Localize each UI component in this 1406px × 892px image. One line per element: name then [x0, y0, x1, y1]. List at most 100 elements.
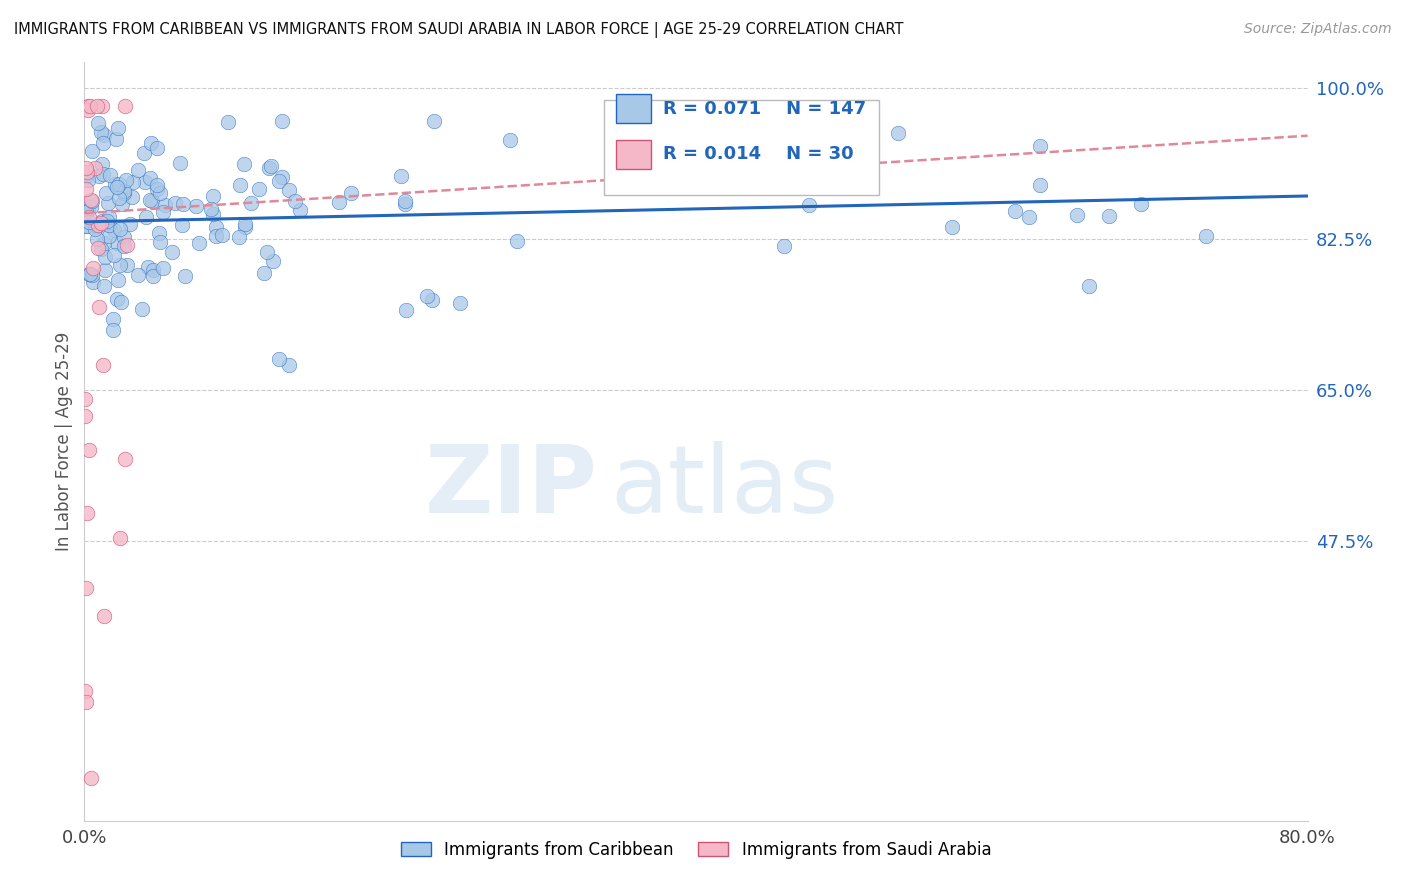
Point [394, 197, 416, 211]
Point [80, 268, 103, 282]
Point [328, 194, 350, 209]
Point [75, 161, 97, 176]
Point [107, 273, 129, 287]
Point [449, 296, 471, 310]
Point [77, 267, 100, 281]
Point [121, 190, 143, 204]
Point [665, 124, 688, 138]
Point [108, 190, 131, 204]
Point [127, 268, 149, 282]
Point [79, 267, 101, 281]
Point [101, 311, 124, 326]
Point [1129, 197, 1152, 211]
Point [115, 258, 138, 272]
Point [107, 177, 129, 191]
Text: IMMIGRANTS FROM CARIBBEAN VS IMMIGRANTS FROM SAUDI ARABIA IN LABOR FORCE | AGE 2: IMMIGRANTS FROM CARIBBEAN VS IMMIGRANTS … [14, 22, 904, 38]
Point [278, 183, 301, 197]
Point [96, 186, 118, 201]
Point [228, 229, 250, 244]
Point [90, 213, 112, 227]
Point [146, 182, 169, 196]
Point [105, 180, 128, 194]
Point [98, 168, 121, 182]
Point [97, 196, 120, 211]
Point [127, 162, 149, 177]
Point [131, 302, 153, 317]
Point [211, 228, 233, 243]
Point [239, 195, 262, 210]
Point [415, 289, 437, 303]
Point [75, 409, 97, 423]
Point [76, 165, 98, 179]
Point [205, 220, 228, 235]
Point [142, 263, 165, 277]
Point [114, 451, 136, 466]
Point [110, 295, 132, 310]
Point [201, 207, 224, 221]
Point [75, 581, 97, 595]
Point [107, 121, 129, 136]
Point [90, 125, 112, 139]
Point [80, 193, 103, 207]
Point [75, 204, 97, 219]
Point [86, 219, 108, 233]
Point [80, 145, 103, 159]
Point [270, 170, 292, 185]
Point [90, 156, 112, 170]
Point [114, 173, 136, 187]
Point [135, 210, 157, 224]
Point [110, 196, 132, 211]
Point [96, 214, 118, 228]
Point [86, 98, 108, 112]
Point [340, 186, 363, 201]
Point [142, 269, 165, 284]
Point [98, 210, 121, 224]
Point [114, 98, 136, 112]
Point [77, 202, 100, 217]
Point [122, 175, 145, 189]
Point [169, 156, 191, 170]
Point [93, 136, 115, 150]
Point [77, 173, 100, 187]
Point [160, 244, 183, 259]
Point [79, 98, 101, 112]
Point [87, 241, 110, 255]
Point [84, 222, 107, 236]
Point [90, 98, 112, 112]
Point [233, 218, 256, 232]
Point [118, 218, 141, 232]
Point [75, 695, 97, 709]
Point [90, 243, 112, 257]
Point [79, 214, 101, 228]
Point [1018, 210, 1040, 224]
Text: atlas: atlas [610, 441, 838, 533]
FancyBboxPatch shape [616, 95, 651, 123]
Point [172, 197, 194, 211]
Point [200, 202, 222, 216]
Point [288, 202, 311, 217]
Point [93, 128, 115, 143]
Point [149, 235, 172, 249]
Point [1066, 208, 1088, 222]
Text: Source: ZipAtlas.com: Source: ZipAtlas.com [1244, 22, 1392, 37]
Point [163, 195, 186, 210]
Point [186, 199, 208, 213]
Point [132, 145, 155, 160]
Point [105, 235, 128, 250]
Point [89, 300, 111, 314]
Point [1195, 228, 1218, 243]
FancyBboxPatch shape [616, 140, 651, 169]
Point [93, 263, 115, 277]
Text: R = 0.014    N = 30: R = 0.014 N = 30 [664, 145, 853, 163]
Point [499, 133, 522, 147]
Point [112, 239, 135, 253]
Point [105, 292, 128, 306]
Point [84, 161, 107, 176]
Point [80, 771, 103, 785]
Point [110, 531, 132, 545]
Point [232, 157, 254, 171]
Point [93, 279, 115, 293]
Point [420, 293, 443, 307]
Point [284, 194, 307, 208]
Point [145, 178, 167, 192]
